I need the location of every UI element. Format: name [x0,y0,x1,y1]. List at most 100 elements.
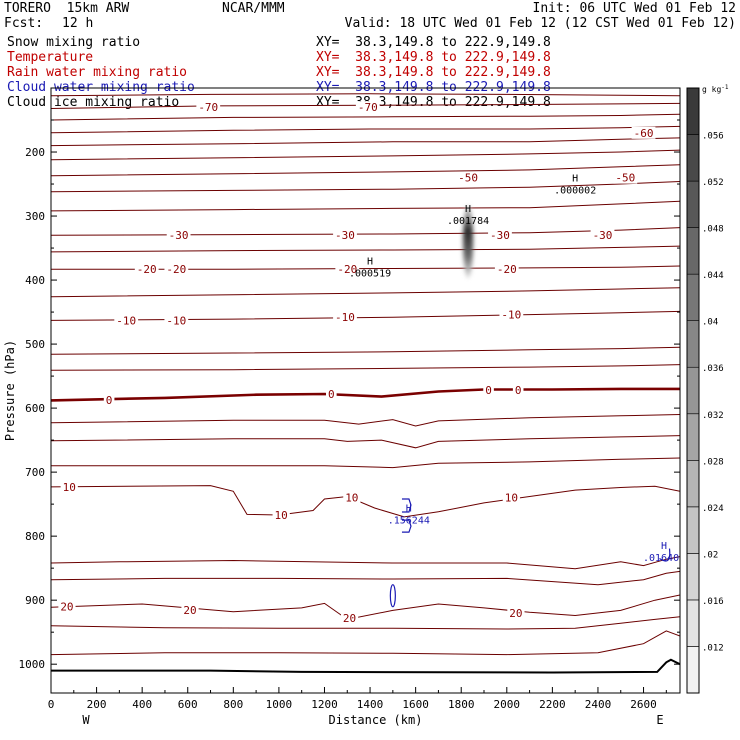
isotherm-line [51,113,680,121]
isotherm-label-bg [488,229,512,242]
isotherm-label-bg [343,491,361,504]
isotherm-label: -20 [337,263,357,276]
isotherm-label: -30 [593,229,613,242]
cloud-water-contour [401,519,412,533]
isotherm-label-bg [114,314,139,327]
isotherm-label: 0 [485,384,492,397]
isotherm-label-bg [166,229,191,242]
isotherm-line [51,346,680,355]
isotherm-label-bg [590,229,615,242]
colorbar-tick-label: .056 [702,132,724,142]
isotherm-line [51,265,680,270]
isotherm-line [51,149,680,161]
isotherm-label-bg [355,101,380,114]
colorbar-segment [686,87,700,135]
x-tick-label: 1400 [357,698,384,711]
x-tick-label: 400 [132,698,152,711]
colorbar-segment [686,553,700,601]
isotherm-label: 20 [183,604,196,617]
y-tick-label: 1000 [19,658,46,671]
isotherm-label: -20 [137,263,157,276]
colorbar-unit: g kg-1 [702,84,729,94]
isotherm-label-bg [134,263,159,276]
isotherm-line [51,594,680,620]
maximum-value: .001784 [447,216,489,227]
maximum-value: .000519 [349,269,391,280]
isotherm-line [51,245,680,253]
east-label: E [656,713,663,727]
isotherm-label: -30 [169,229,189,242]
terrain-line [51,658,680,674]
isotherm-label: -50 [615,172,635,185]
colorbar-tick-label: .028 [702,457,724,467]
maximum-value: .156244 [388,516,430,527]
colorbar-tick-label: .024 [702,504,724,514]
isotherm-line [51,414,680,427]
isotherm-label-bg [512,384,524,397]
y-tick-label: 500 [25,338,45,351]
isotherm-label-bg [164,263,189,276]
isotherm-label-bg [507,606,525,619]
isotherm-label: 10 [63,481,76,494]
plot-frame [50,87,681,694]
isotherm-line [51,485,680,518]
isotherm-label: 20 [509,607,522,620]
fcst-label: Fcst: [4,16,44,31]
colorbar-segment [686,646,700,694]
isotherm-label: -10 [116,314,136,327]
isotherm-line [51,200,680,212]
valid-time: Valid: 18 UTC Wed 01 Feb 12 (12 CST Wed … [344,16,736,31]
y-tick-label: 800 [25,530,45,543]
maximum-value: .016407 [643,553,685,564]
isotherm-label: -70 [358,101,378,114]
isotherm-label-bg [103,393,115,406]
cloud-water-contour [389,584,396,608]
isotherm-line [51,287,680,298]
colorbar-tick-label: .04 [702,318,718,328]
isotherm-label: -20 [497,263,517,276]
snow-plume [463,204,474,279]
colorbar-tick-label: .036 [702,364,724,374]
x-tick-label: 1600 [402,698,429,711]
colorbar-segment [686,320,700,368]
maximum-marker: H [465,204,471,215]
x-tick-label: 1800 [448,698,475,711]
x-tick-label: 0 [48,698,55,711]
maximum-value: .000002 [554,185,596,196]
isotherm-label-bg [502,491,520,504]
isotherm-label: -30 [335,229,355,242]
colorbar-segment [686,134,700,182]
x-tick-label: 2600 [630,698,657,711]
colorbar-tick-label: .016 [702,597,724,607]
isotherm-label: -60 [634,127,654,140]
isotherm-label-bg [164,314,189,327]
isotherm-label-bg [326,388,337,401]
x-tick-label: 1200 [311,698,338,711]
isotherm-label-bg [196,101,221,114]
isotherm-line [51,227,680,236]
isotherm-label-bg [483,384,494,397]
isotherm-line [51,164,680,177]
isotherm-label: 10 [275,509,288,522]
isotherm-line [51,435,680,449]
field-xy: XY= 38.3,149.8 to 222.9,149.8 [316,50,551,65]
cloud-water-contour [401,498,412,513]
isotherm-label: 10 [345,492,358,505]
colorbar-tick-label: .02 [702,550,718,560]
y-tick-label: 300 [25,210,45,223]
isotherm-label-bg [494,263,519,276]
x-tick-label: 800 [223,698,243,711]
isotherm-label-bg [272,509,290,522]
x-tick-label: 1000 [266,698,293,711]
isotherm-label-bg [499,308,524,321]
isotherm-label-bg [60,480,78,493]
isotherm-label-bg [58,600,76,613]
x-tick-label: 600 [178,698,198,711]
colorbar-tick-label: .048 [702,225,724,235]
isotherm-label-bg [333,311,357,324]
isotherm-label-bg [340,612,359,625]
colorbar-tick-label: .044 [702,271,724,281]
maximum-marker: H [367,257,373,268]
freezing-isotherm [51,387,680,402]
cloud-water-contour [659,548,671,562]
